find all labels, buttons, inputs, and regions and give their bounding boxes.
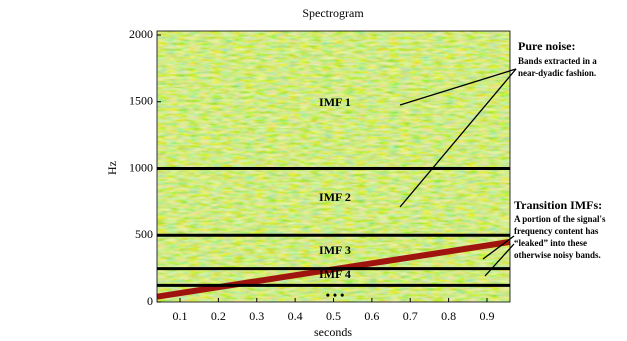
x-tick-label: 0.4 (288, 309, 303, 323)
x-tick-label: 0.9 (479, 309, 494, 323)
x-tick-label: 0.3 (249, 309, 264, 323)
band-label: IMF 3 (319, 243, 351, 257)
y-tick-label: 500 (135, 227, 153, 241)
annotation-text: frequency content has (514, 226, 599, 236)
noise-texture (157, 31, 510, 302)
annotation-text: otherwise noisy bands. (514, 250, 601, 260)
annotation-text: near-dyadic fashion. (518, 68, 596, 78)
annotation-text: Bands extracted in a (518, 56, 597, 66)
x-tick-label: 0.1 (173, 309, 188, 323)
y-tick-label: 1500 (129, 94, 153, 108)
annotation-text: A portion of the signal's (514, 214, 606, 224)
band-label: IMF 4 (319, 267, 351, 281)
annotation-heading: Pure noise: (518, 39, 575, 53)
x-tick-label: 0.7 (403, 309, 418, 323)
y-tick-label: 1000 (129, 160, 153, 174)
x-tick-label: 0.8 (441, 309, 456, 323)
y-axis-label: Hz (105, 161, 119, 175)
arrow (399, 68, 517, 208)
band-label: IMF 2 (319, 190, 351, 204)
y-tick-label: 0 (147, 294, 153, 308)
chart-title: Spectrogram (302, 6, 364, 20)
annotation-text: “leaked” into these (514, 238, 587, 248)
x-tick-label: 0.5 (326, 309, 341, 323)
x-tick-label: 0.6 (364, 309, 379, 323)
x-axis-label: seconds (314, 325, 352, 339)
y-tick-label: 2000 (129, 27, 153, 41)
annotation-heading: Transition IMFs: (514, 198, 602, 212)
arrow (482, 235, 515, 260)
arrow (399, 68, 517, 106)
band-label: • • • (326, 288, 345, 302)
arrow (484, 243, 515, 277)
x-tick-label: 0.2 (211, 309, 226, 323)
band-label: IMF 1 (319, 95, 351, 109)
